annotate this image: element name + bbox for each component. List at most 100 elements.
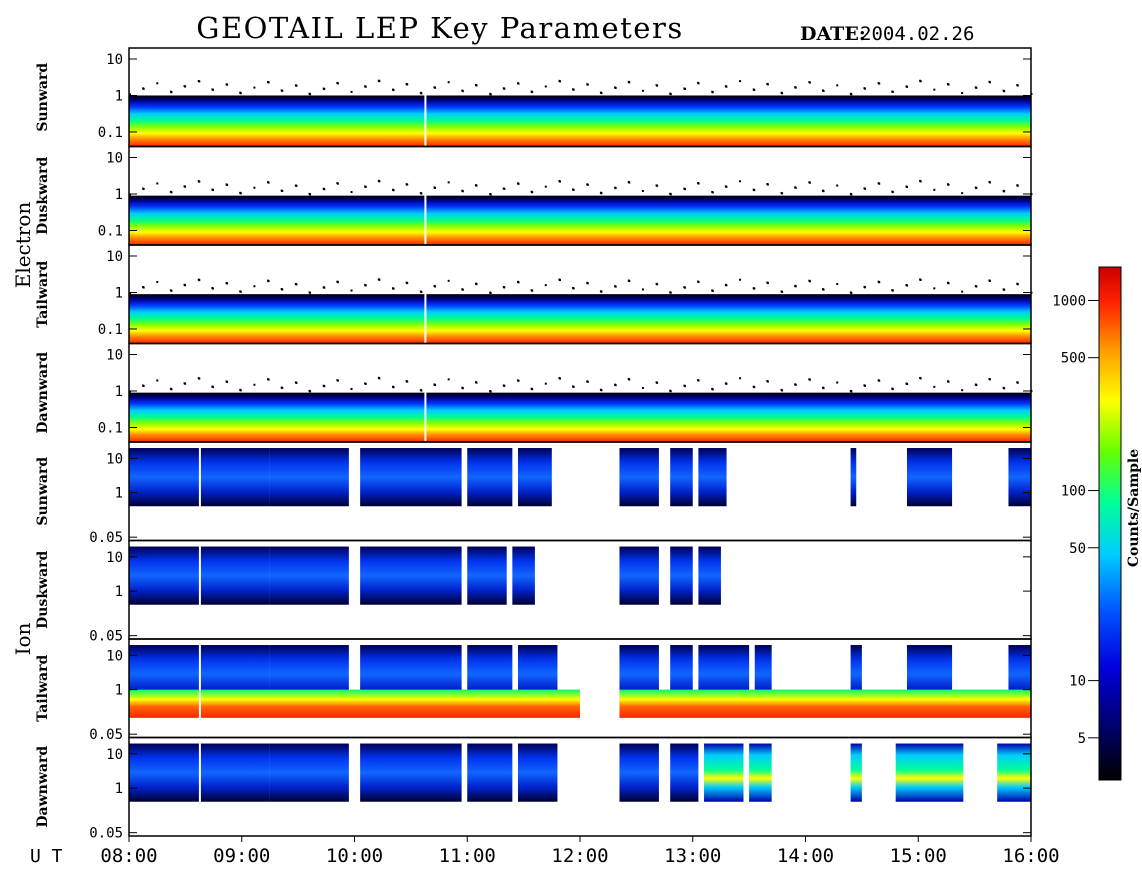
noise-point — [433, 86, 436, 89]
spectrogram-panels: Electron 10 1 0.1 Sunward 10 1 0.1 Duskward 10 1 0.… — [11, 47, 1033, 842]
ion-spectrum-segment — [895, 743, 964, 802]
noise-point — [808, 181, 811, 184]
noise-point — [364, 85, 367, 88]
noise-point — [739, 80, 742, 83]
ion-spectrum-segment — [906, 448, 953, 507]
x-tick-label: 14:00 — [777, 845, 834, 867]
noise-point — [322, 187, 325, 190]
noise-point — [392, 287, 395, 290]
noise-point — [655, 184, 658, 187]
noise-point — [988, 377, 991, 380]
noise-point — [1016, 282, 1019, 285]
noise-point — [502, 384, 505, 387]
noise-point — [433, 284, 436, 287]
group-label-electron: Electron — [11, 202, 35, 289]
noise-point — [183, 283, 186, 286]
noise-point — [961, 290, 964, 293]
ion-spectrum-segment — [269, 743, 349, 802]
ion-sunward-panel: 10 1 0.05 Sunward — [35, 441, 1032, 546]
ion-spectrum-segment — [997, 743, 1031, 802]
ion-low-energy-band — [129, 689, 580, 718]
noise-point — [1016, 184, 1019, 187]
noise-point — [614, 186, 617, 189]
colorbar-tick-label: 5 — [1078, 731, 1086, 747]
y-tick-label: 1 — [115, 88, 123, 104]
noise-point — [614, 383, 617, 386]
ion-spectrum-segment — [670, 743, 699, 802]
noise-point — [364, 382, 367, 385]
noise-point — [294, 381, 297, 384]
noise-point — [711, 190, 714, 193]
x-axis: U T 08:00 09:00 10:00 11:00 12:00 13:00 14:00 15… — [30, 836, 1060, 867]
data-gap-line — [198, 448, 201, 541]
noise-point — [974, 86, 977, 89]
ion-spectrum-segment — [619, 448, 659, 507]
date-value: 2004.02.26 — [860, 23, 974, 45]
y-tick-label: 1 — [115, 683, 123, 699]
noise-point — [225, 83, 228, 86]
noise-point — [294, 184, 297, 187]
noise-point — [1016, 381, 1019, 384]
panel-label-sunward: Sunward — [35, 63, 51, 132]
noise-point — [724, 85, 727, 88]
noise-point — [697, 280, 700, 283]
colorbar-scale — [1098, 266, 1122, 781]
noise-point — [822, 89, 824, 92]
x-tick-label: 08:00 — [100, 845, 157, 867]
noise-point — [516, 182, 519, 185]
noise-point — [405, 82, 408, 85]
y-tick-label: 10 — [106, 249, 123, 265]
noise-point — [946, 83, 949, 86]
noise-point — [142, 187, 145, 190]
noise-point — [905, 382, 908, 385]
ion-spectrum-segment — [670, 645, 693, 704]
noise-point — [461, 288, 464, 291]
noise-point — [974, 186, 977, 189]
noise-point — [933, 188, 936, 191]
noise-point — [419, 91, 422, 94]
panel-label-tailward: Tailward — [35, 261, 51, 328]
y-tick-label: 0.1 — [98, 322, 123, 338]
noise-point — [350, 90, 353, 93]
y-tick-label: 10 — [106, 550, 123, 566]
noise-point — [336, 81, 339, 84]
noise-point — [558, 180, 561, 183]
noise-point — [558, 278, 561, 281]
panel-label-tailward: Tailward — [35, 655, 51, 722]
noise-point — [752, 88, 755, 91]
noise-point — [780, 388, 783, 391]
noise-point — [225, 281, 228, 284]
noise-point — [1016, 84, 1019, 87]
noise-point — [946, 380, 949, 383]
ion-spectrum-segment — [360, 743, 462, 802]
panel-label-duskward: Duskward — [35, 156, 51, 234]
noise-point — [641, 288, 644, 291]
noise-point — [322, 286, 325, 289]
noise-point — [474, 184, 477, 187]
y-tick-label: 10 — [106, 648, 123, 664]
noise-point — [572, 385, 575, 388]
noise-point — [822, 386, 824, 389]
noise-point — [350, 388, 353, 391]
y-tick-label: 0.05 — [89, 826, 123, 842]
noise-point — [836, 283, 839, 286]
ion-tailward-panel: 10 1 0.05 Tailward — [35, 638, 1032, 743]
noise-point — [489, 390, 492, 393]
noise-point — [239, 191, 242, 194]
noise-point — [489, 193, 492, 196]
noise-point — [433, 383, 436, 386]
noise-point — [586, 380, 589, 383]
y-tick-label: 1 — [115, 285, 123, 301]
ion-spectrum-segment — [850, 448, 857, 507]
ion-spectrum-segment — [1008, 645, 1031, 704]
ion-spectrum-segment — [850, 645, 862, 704]
noise-point — [572, 286, 575, 289]
noise-point — [461, 89, 464, 92]
electron-tailward-panel: 10 1 0.1 Tailward — [35, 244, 1033, 345]
x-tick-label: 16:00 — [1002, 845, 1059, 867]
chart-title: GEOTAIL LEP Key Parameters — [196, 11, 683, 45]
y-tick-label: 1 — [115, 384, 123, 400]
noise-point — [474, 381, 477, 384]
noise-point — [683, 187, 686, 190]
noise-point — [530, 289, 533, 292]
